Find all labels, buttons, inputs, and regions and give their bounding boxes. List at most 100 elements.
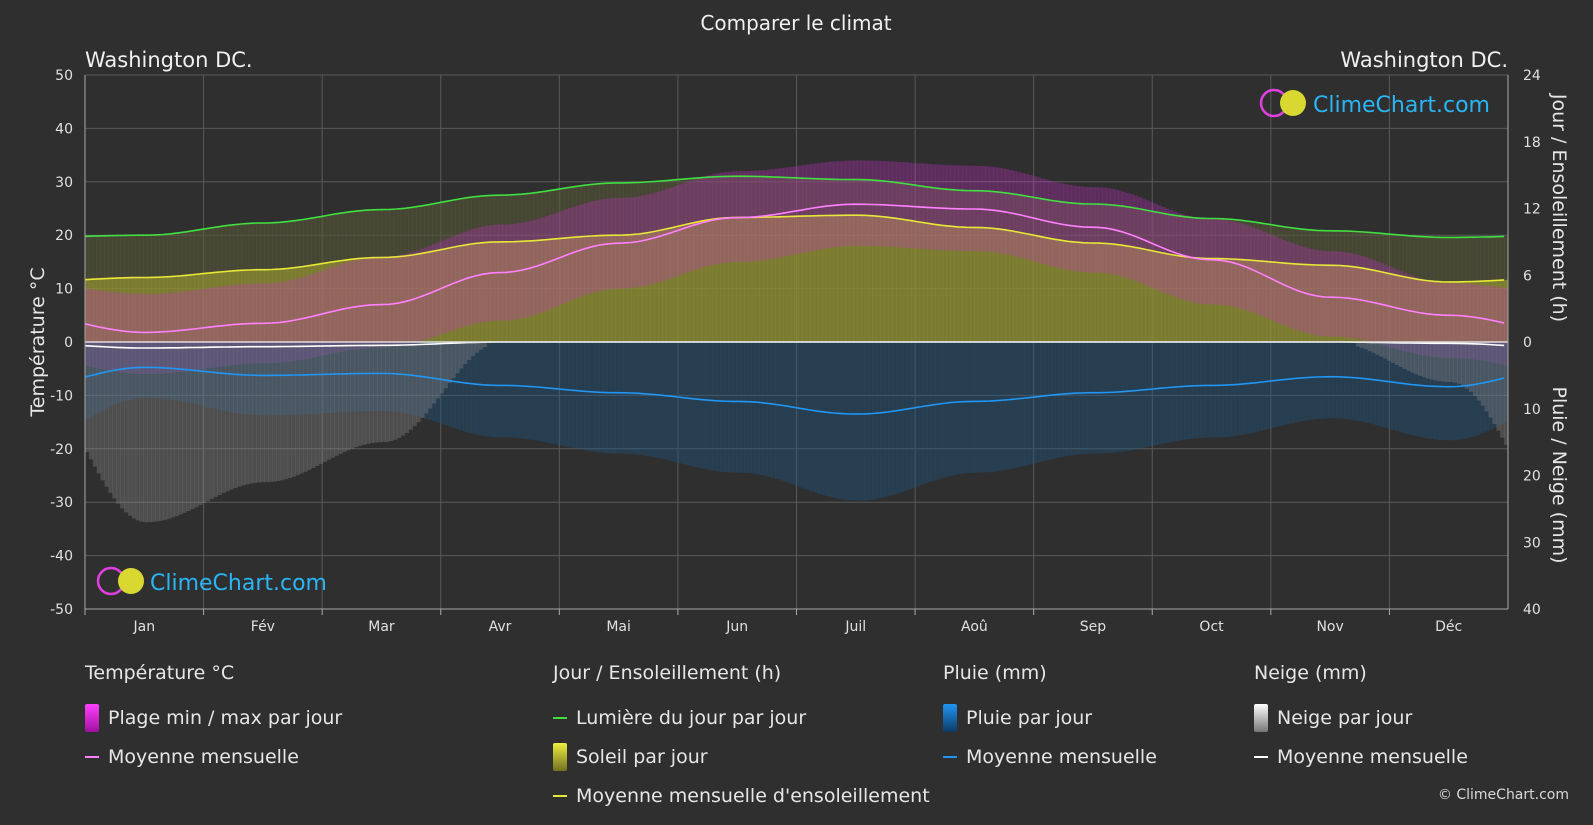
rain-bar (876, 342, 881, 499)
rain-bar (237, 342, 242, 414)
rain-bar (915, 342, 920, 487)
snow-bar (1457, 342, 1462, 384)
temp-range-bar (112, 292, 117, 372)
temp-range-bar (860, 160, 866, 246)
snow-bar (131, 342, 137, 519)
sunshine-bar (1371, 269, 1376, 342)
sunshine-bar (759, 217, 764, 342)
rain-bar (229, 342, 234, 413)
sunshine-bar (1122, 245, 1127, 342)
sunshine-bar (646, 232, 651, 342)
temp-range-bar (1098, 187, 1103, 273)
sunshine-bar (244, 270, 250, 342)
temp-range-bar (880, 160, 885, 247)
snow-bar (381, 342, 386, 443)
sunshine-bar (186, 275, 191, 342)
temp-range-bar (856, 160, 862, 246)
sunshine-bar (318, 264, 324, 342)
rain-bar (1488, 342, 1493, 430)
temp-range-bar (927, 163, 932, 250)
rain-bar (1320, 342, 1326, 419)
temp-range-bar (919, 163, 924, 249)
snow-bar (1480, 342, 1486, 406)
sunshine-bar (1246, 259, 1252, 342)
sunshine-bar (1125, 245, 1131, 342)
sunshine-bar (537, 240, 542, 342)
rain-bar (954, 342, 959, 475)
sunshine-bar (1055, 239, 1061, 342)
rain-bar (1235, 342, 1240, 436)
snow-bar (385, 342, 390, 442)
rain-bar (233, 342, 238, 413)
temp-range-bar (1359, 255, 1365, 340)
sunshine-bar (595, 235, 601, 342)
temp-range-bar (1145, 200, 1150, 286)
snow-bar (361, 342, 367, 445)
right-tick-label-hours: 12 (1523, 202, 1541, 218)
sunshine-bar (669, 228, 675, 342)
temp-range-bar (1476, 284, 1482, 361)
daylight-swatch (553, 716, 567, 719)
rain-bar (798, 342, 803, 488)
temp-range-bar (326, 268, 332, 355)
rain-bar (1242, 342, 1248, 435)
rain-bar (299, 342, 304, 415)
sunshine-bar (938, 224, 944, 342)
sunshine-bar (1118, 244, 1123, 342)
rain-bar (642, 342, 647, 456)
sunshine-bar (615, 235, 620, 342)
rain-bar (373, 342, 378, 412)
rain-bar (1406, 342, 1411, 435)
sunshine-bar (1238, 259, 1244, 342)
rain-bar (880, 342, 885, 498)
temp-range-bar (1129, 194, 1135, 280)
rain-bar (1391, 342, 1396, 430)
rain-bar (704, 342, 710, 470)
temp-range-bar (381, 256, 386, 348)
rain-bar (174, 342, 179, 401)
left-tick-label: 30 (55, 175, 73, 191)
sunshine-bar (934, 224, 940, 342)
sunshine-bar (1114, 244, 1119, 342)
rain-bar (1227, 342, 1232, 437)
rain-bar (849, 342, 854, 501)
snow-bar (186, 342, 191, 512)
rain-bar (860, 342, 866, 501)
rain-bar (268, 342, 273, 416)
rain-bar (474, 342, 480, 435)
rain-bar (1207, 342, 1213, 438)
snow-bar (194, 342, 199, 508)
sunshine-bar (572, 237, 577, 342)
rain-bar (334, 342, 339, 413)
sunshine-bar (642, 233, 647, 342)
temp-range-bar (1348, 253, 1353, 338)
snow-bar (1472, 342, 1478, 396)
temp-range-bar (1504, 288, 1508, 366)
left-tick-label: 0 (64, 335, 73, 351)
sunshine-bar (611, 235, 616, 342)
snow-bar (451, 342, 456, 379)
rain-bar (463, 342, 468, 432)
temp-range-bar (1293, 244, 1298, 330)
rain-bar (661, 342, 667, 460)
rain-bar (1051, 342, 1057, 459)
rain-bar (1250, 342, 1255, 433)
temp-range-bar (829, 161, 834, 248)
snow-bar (474, 342, 480, 353)
rain-bar (541, 342, 546, 442)
rain-bar (677, 342, 682, 464)
temp-range-bar (1274, 236, 1279, 323)
sunshine-bar (1355, 267, 1361, 342)
sunshine-bar (1476, 281, 1482, 342)
temp-range-bar (1340, 251, 1345, 338)
rain-bar (658, 342, 663, 459)
temp-range-bar (194, 289, 199, 371)
sunshine-bar (506, 241, 511, 342)
snow-bar (268, 342, 273, 482)
snow-bar (311, 342, 316, 468)
snow-bar (116, 342, 121, 504)
rain-bar (166, 342, 172, 400)
sunshine-bar (396, 256, 402, 342)
rain-bar (989, 342, 994, 472)
sunshine-bar (1250, 260, 1255, 342)
